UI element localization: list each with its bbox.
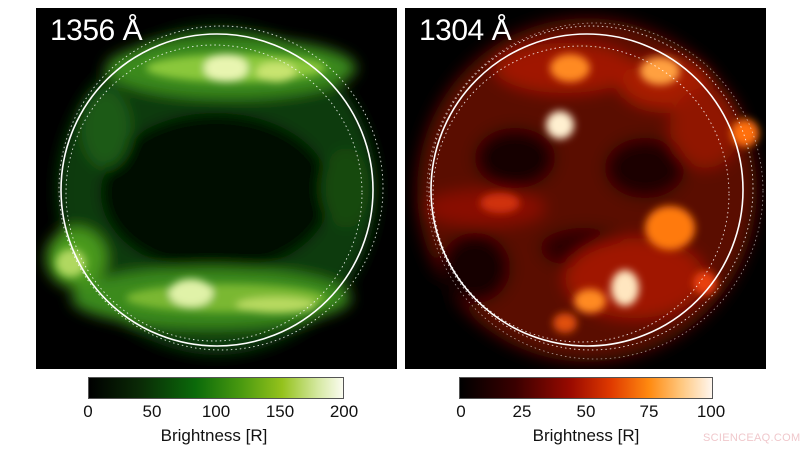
colorbar-ticks-1356: 0 50 100 150 200 — [83, 402, 358, 422]
tick-label: 150 — [265, 402, 295, 421]
colorbar-1356 — [88, 377, 344, 399]
watermark: SCIENCEAQ.COM — [703, 432, 800, 444]
image-panel-1304: 1304 Å — [405, 8, 766, 369]
tick-label: 100 — [201, 402, 231, 421]
tick-label: 25 — [512, 402, 532, 421]
tick-label: 50 — [576, 402, 596, 421]
colorbar-title-1356: Brightness [R] — [160, 426, 268, 445]
wavelength-label: 1356 Å — [50, 14, 143, 47]
emission-map-1356 — [46, 25, 384, 355]
limb-circle — [430, 33, 744, 347]
emission-map-1304 — [417, 18, 764, 362]
tick-label: 50 — [142, 402, 162, 421]
image-panel-1356: 1356 Å — [36, 8, 397, 369]
colorbar-ticks-1304: 0 25 50 75 100 — [456, 402, 725, 422]
colorbar-1304 — [459, 377, 713, 399]
limb-circle-dotted-inner — [432, 45, 730, 343]
colorbar-title-1304: Brightness [R] — [532, 426, 640, 445]
tick-label: 100 — [696, 402, 726, 421]
limb-circle-dotted-outer — [428, 25, 754, 351]
limb-circle — [60, 33, 374, 347]
tick-label: 75 — [639, 402, 659, 421]
limb-circle-dotted-outer — [58, 25, 384, 351]
tick-label: 200 — [329, 402, 359, 421]
limb-circle-dotted-inner — [65, 44, 363, 342]
limb-circle-dotted-outer-2 — [426, 22, 764, 360]
tick-label: 0 — [456, 402, 466, 421]
wavelength-label: 1304 Å — [419, 14, 512, 47]
tick-label: 0 — [83, 402, 93, 421]
